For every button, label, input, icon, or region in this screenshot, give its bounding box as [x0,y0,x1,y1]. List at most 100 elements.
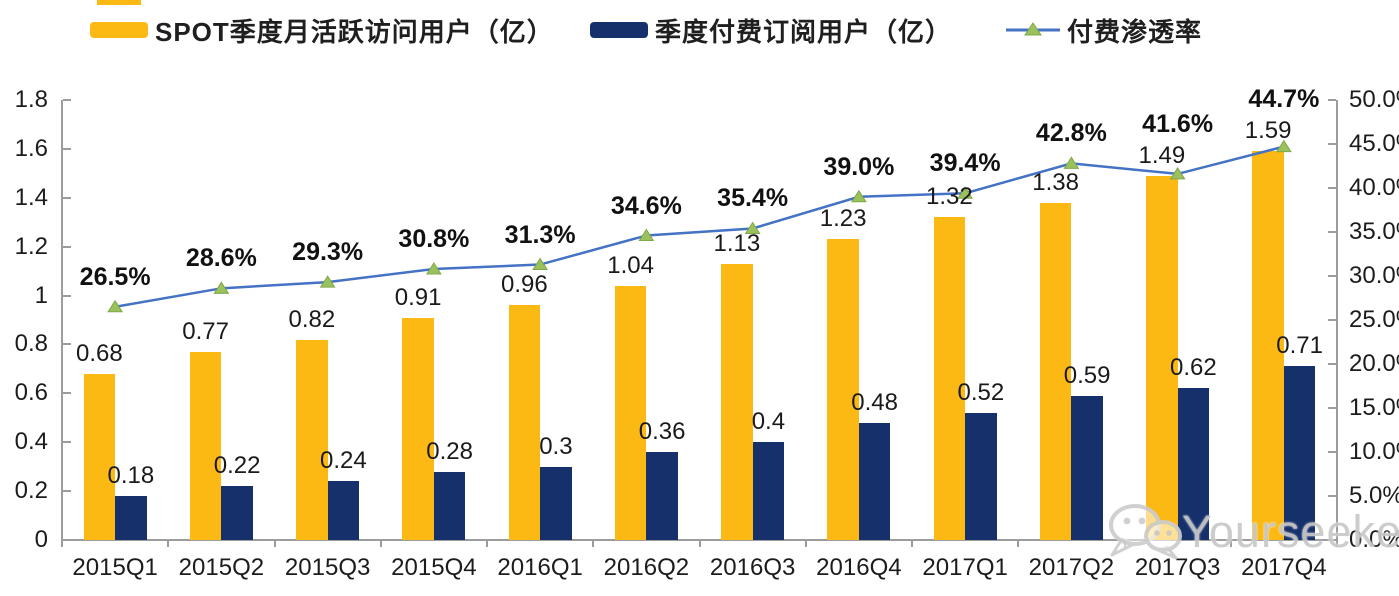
penetration-line [107,139,1292,313]
penetration-marker-icon [744,221,761,234]
penetration-label: 39.0% [823,152,895,181]
penetration-label: 35.4% [717,184,789,213]
y-axis-right-label: 50.0% [1349,86,1399,113]
cropped-bar-fragment [97,0,141,5]
x-axis-label-2017Q4: 2017Q4 [1241,554,1327,581]
y-axis-right-tick [1328,495,1336,497]
y-axis-left-label: 1.6 [14,134,48,162]
y-axis-left-tick [63,392,71,395]
x-axis-tick [804,540,807,547]
y-axis-left-tick [63,196,71,199]
penetration-label: 29.3% [292,238,364,267]
mau-legend-swatch [90,22,148,38]
mau-value-label: 1.32 [926,183,973,211]
subscribers-value-label: 0.52 [957,378,1005,406]
penetration-marker-icon [638,228,655,242]
mau-bar-2015Q1 [83,373,116,540]
penetration-marker-icon [532,257,549,271]
y-axis-right-tick [1328,363,1336,365]
y-axis-left-label: 1.4 [14,183,48,211]
penetration-legend-marker-icon [1006,22,1060,36]
y-axis-right-label: 0.0% [1349,526,1399,553]
penetration-label: 34.6% [610,191,682,220]
y-axis-left-label: 0.6 [14,379,48,407]
x-axis-label-2015Q3: 2015Q3 [284,554,371,581]
subscribers-bar-2017Q1 [965,412,997,540]
y-axis-left-tick [63,539,71,541]
y-axis-left-tick [63,147,71,150]
y-axis-left-spine [61,100,63,540]
y-axis-left-tick [63,99,71,101]
y-axis-left-tick [63,490,71,493]
subscribers-bar-2016Q4 [858,422,891,540]
penetration-label: 44.7% [1248,85,1320,114]
mau-value-label: 1.23 [819,205,867,233]
x-axis-label-2017Q2: 2017Q2 [1028,554,1115,581]
y-axis-left-label: 1.8 [14,86,48,113]
subscribers-bar-2016Q2 [646,452,678,540]
y-axis-left-label: 1 [34,281,48,309]
mau-legend-label: SPOT季度月活跃访问用户（亿） [155,16,554,47]
y-axis-right-spine [1336,100,1338,540]
mau-value-label: 1.49 [1138,141,1186,169]
y-axis-left-tick [63,343,71,346]
x-axis-label-2015Q2: 2015Q2 [178,554,265,581]
x-axis-label-2017Q1: 2017Q1 [922,554,1008,581]
legend-item-subscribers: 季度付费订阅用户（亿） [590,13,952,47]
subscribers-bar-2015Q1 [115,496,147,540]
subscribers-value-label: 0.48 [851,388,898,416]
y-axis-right-label: 30.0% [1349,262,1399,289]
mau-bar-2015Q4 [402,317,434,540]
subscribers-value-label: 0.18 [107,462,155,489]
mau-bar-2016Q4 [827,239,859,540]
penetration-label: 30.8% [398,224,470,253]
penetration-marker-icon [1169,166,1186,180]
penetration-marker-icon [1063,156,1080,169]
penetration-label: 41.6% [1142,109,1214,138]
subscribers-value-label: 0.59 [1063,361,1111,389]
x-axis-label-2016Q4: 2016Q4 [816,554,902,581]
legend-item-penetration: 付费渗透率 [1006,13,1202,47]
y-axis-right-tick [1328,451,1336,453]
penetration-label: 28.6% [185,244,257,273]
x-axis-tick [167,540,170,547]
x-axis-label-2015Q1: 2015Q1 [72,554,158,581]
wechat-icon [1109,504,1182,560]
subscribers-bar-2016Q1 [540,466,572,540]
y-axis-left-label: 0.4 [14,428,48,456]
y-axis-right-label: 25.0% [1349,306,1399,333]
x-axis-tick [486,540,488,547]
y-axis-left-label: 1.2 [14,232,48,260]
subscribers-bar-2015Q3 [327,481,360,540]
mau-value-label: 0.77 [182,317,229,345]
x-axis-label-2016Q2: 2016Q2 [603,554,690,581]
y-axis-left-tick [63,294,71,297]
mau-bar-2015Q3 [296,339,328,540]
x-axis-label-2016Q1: 2016Q1 [497,554,583,581]
y-axis-left-tick [63,245,71,248]
mau-bar-2015Q2 [189,351,222,540]
mau-value-label: 0.91 [394,283,442,311]
x-axis-tick [1229,540,1232,547]
y-axis-right-tick [1328,275,1336,277]
penetration-marker-icon [957,186,974,199]
y-axis-right-label: 15.0% [1349,394,1399,421]
x-axis-tick [592,540,595,547]
penetration-label: 31.3% [504,220,576,249]
x-axis-tick [1017,540,1020,547]
subscribers-value-label: 0.62 [1170,354,1217,382]
y-axis-left-label: 0 [34,526,48,553]
y-axis-right-tick [1328,539,1336,541]
subscribers-legend-label: 季度付费订阅用户（亿） [655,16,953,47]
penetration-marker-icon [425,262,442,275]
subscribers-bar-2016Q3 [752,442,785,540]
x-axis-tick [273,540,276,547]
y-axis-right-tick [1328,143,1336,145]
y-axis-left-label: 0.2 [14,477,48,505]
mau-bar-2016Q2 [614,285,647,540]
y-axis-right-tick [1328,187,1336,189]
mau-bar-2017Q3 [1146,175,1178,540]
mau-bar-2017Q2 [1039,202,1072,540]
subscribers-value-label: 0.24 [320,447,367,475]
